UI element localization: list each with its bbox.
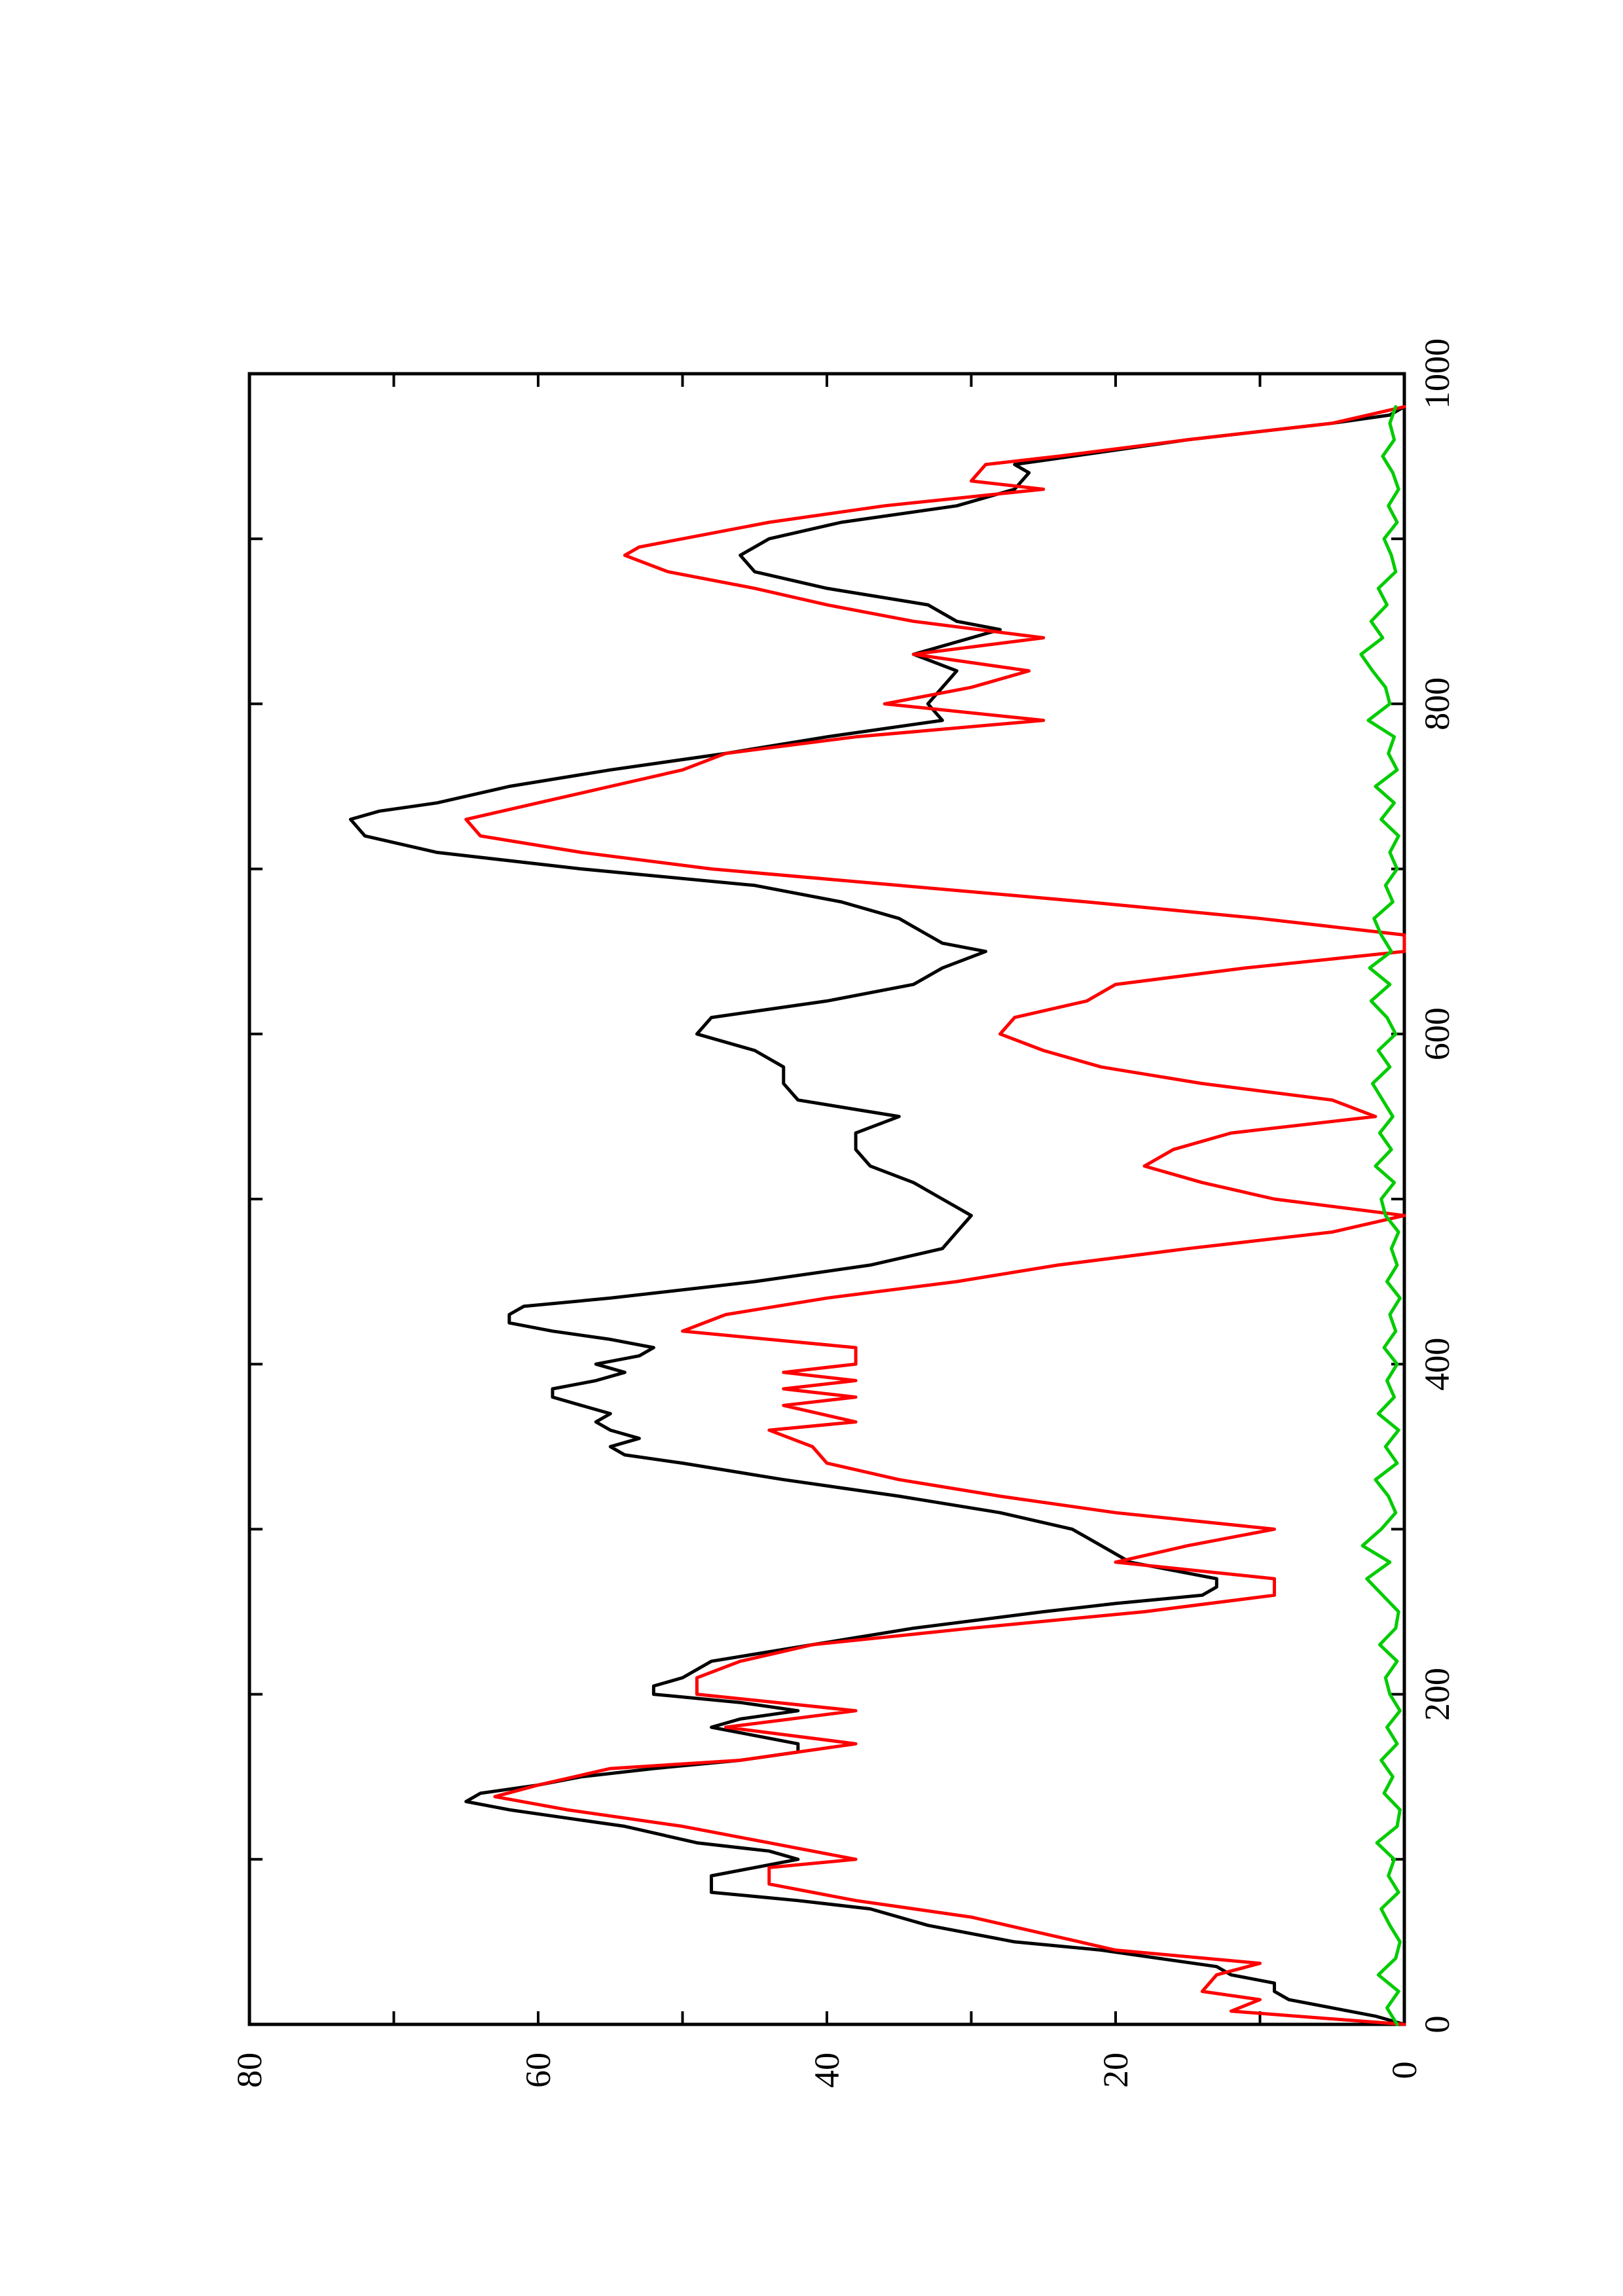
x-tick-label: 600: [1417, 1007, 1457, 1060]
y-tick-label: 40: [807, 2053, 847, 2088]
y-tick-label: 20: [1096, 2053, 1135, 2088]
x-tick-label: 800: [1417, 677, 1457, 730]
x-tick-labels: 0 200 400 600 800 1000: [1417, 338, 1457, 2034]
series-line-2: [464, 404, 1406, 2026]
series-layer: [348, 404, 1406, 2026]
y-tick-label: 0: [1385, 2062, 1424, 2079]
x-tick-label: 0: [1417, 2016, 1457, 2034]
tick-marks: [248, 372, 1406, 2026]
series-line-1: [348, 404, 1406, 2026]
x-tick-label: 400: [1417, 1338, 1457, 1391]
series-line-3: [1359, 404, 1402, 2026]
y-tick-label: 80: [230, 2053, 269, 2088]
plot-frame: [247, 372, 1406, 2026]
y-tick-label: 60: [519, 2053, 558, 2088]
x-tick-label: 200: [1417, 1668, 1457, 1721]
x-tick-label: 1000: [1417, 338, 1457, 409]
y-tick-labels: 0 20 40 60 80: [230, 2053, 1424, 2088]
